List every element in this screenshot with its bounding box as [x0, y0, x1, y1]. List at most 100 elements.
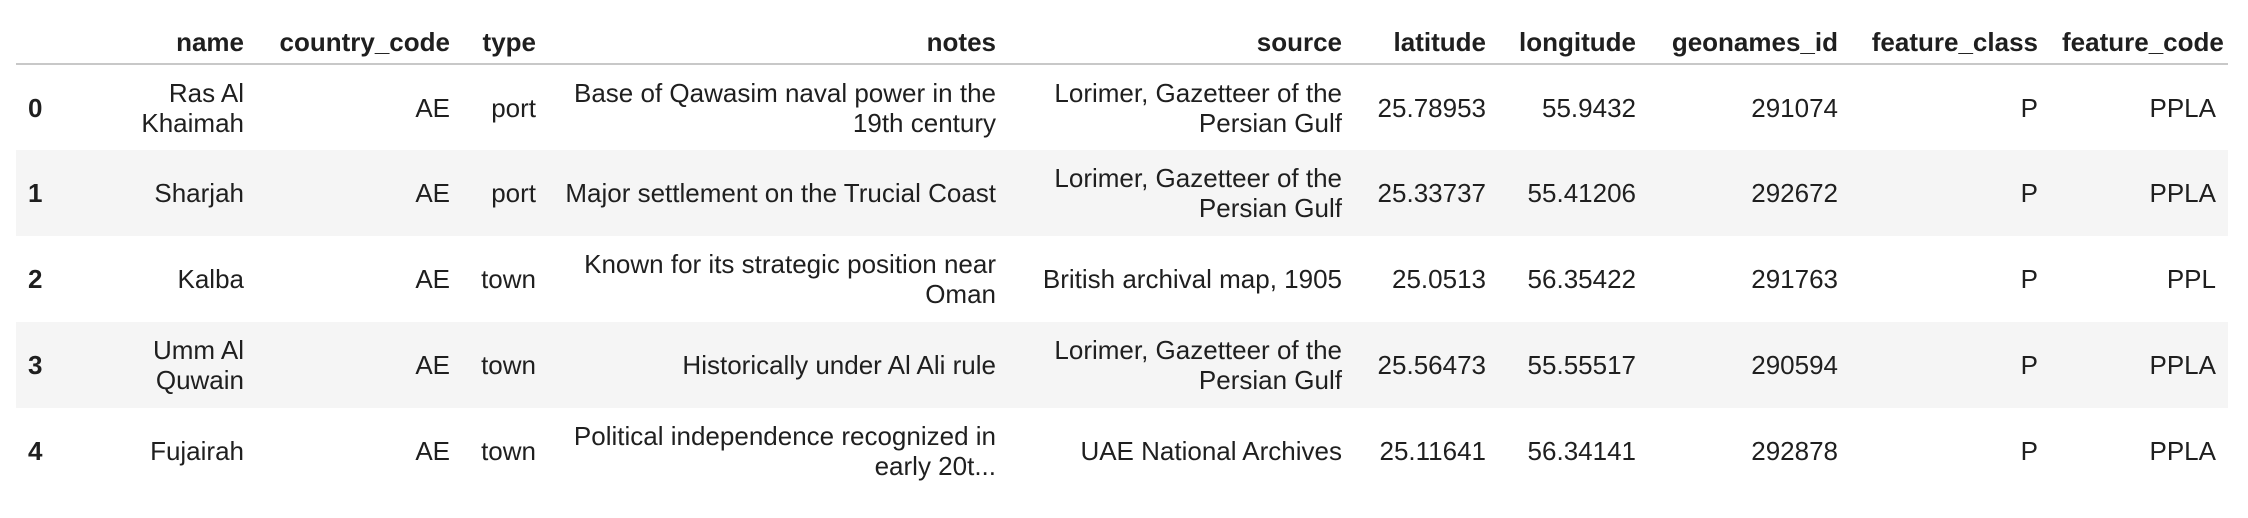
table-row: 1 Sharjah AE port Major settlement on the Tr…	[16, 150, 2228, 236]
row-index: 3	[16, 322, 86, 408]
cell-latitude: 25.0513	[1354, 236, 1498, 322]
cell-text: AE	[415, 92, 450, 123]
column-header-name: name	[86, 0, 256, 65]
cell-latitude: 25.56473	[1354, 322, 1498, 408]
row-index: 0	[16, 64, 86, 150]
cell-text: 292878	[1751, 436, 1838, 466]
cell-text: port	[491, 178, 536, 208]
column-header-feature-code: feature_code	[2050, 0, 2228, 65]
cell-feature-code: PPLA	[2050, 322, 2228, 408]
row-index: 1	[16, 150, 86, 236]
cell-name: Kalba	[86, 236, 256, 322]
cell-notes: Base of Qawasim naval power in the 19th …	[548, 64, 1008, 150]
cell-text: AE	[415, 178, 450, 208]
cell-text: 25.11641	[1379, 436, 1486, 466]
column-header-type: type	[462, 0, 548, 65]
cell-text: 1	[28, 178, 43, 208]
cell-notes: Historically under Al Ali rule	[548, 322, 1008, 408]
cell-text: 4	[28, 436, 43, 466]
table-body: 0 Ras Al Khaimah AE port Base of Qawasim nav…	[16, 64, 2228, 494]
cell-text: port	[491, 92, 536, 123]
cell-text: 55.9432	[1542, 92, 1636, 123]
cell-text: PPL	[2166, 264, 2216, 294]
cell-text: 292672	[1751, 178, 1838, 208]
cell-longitude: 56.34141	[1498, 408, 1648, 494]
cell-type: town	[462, 236, 548, 322]
cell-text: 25.33737	[1377, 178, 1486, 208]
cell-text: Base of Qawasim naval power in the 19th …	[574, 77, 996, 138]
cell-text: Umm Al Quwain	[153, 335, 244, 395]
column-header-source: source	[1008, 0, 1354, 65]
cell-text: 55.41206	[1527, 178, 1636, 208]
cell-text: AE	[415, 436, 450, 466]
table-row: 4 Fujairah AE town Political independence re…	[16, 408, 2228, 494]
cell-source: British archival map, 1905	[1008, 236, 1354, 322]
cell-type: town	[462, 322, 548, 408]
cell-text: Lorimer, Gazetteer of the Persian Gulf	[1054, 335, 1342, 395]
header-row: name country_code type notes source latitude l…	[16, 0, 2228, 65]
cell-text: 55.55517	[1527, 350, 1636, 380]
cell-feature-class: P	[1850, 322, 2050, 408]
cell-feature-class: P	[1850, 408, 2050, 494]
cell-text: Major settlement on the Trucial Coast	[565, 178, 996, 208]
cell-text: AE	[415, 264, 450, 294]
cell-text: P	[2020, 350, 2038, 380]
cell-text: P	[2020, 264, 2038, 294]
cell-geonames-id: 292672	[1648, 150, 1850, 236]
cell-type: town	[462, 408, 548, 494]
cell-country-code: AE	[256, 408, 462, 494]
cell-feature-code: PPLA	[2050, 150, 2228, 236]
cell-text: 25.56473	[1377, 350, 1486, 380]
cell-feature-code: PPL	[2050, 236, 2228, 322]
table-header: name country_code type notes source latitude l…	[16, 0, 2228, 65]
cell-source: Lorimer, Gazetteer of the Persian Gulf	[1008, 150, 1354, 236]
cell-text: 291763	[1751, 264, 1838, 294]
cell-text: 25.0513	[1392, 264, 1486, 294]
cell-text: PPLA	[2149, 92, 2217, 123]
cell-geonames-id: 292878	[1648, 408, 1850, 494]
cell-feature-class: P	[1850, 64, 2050, 150]
cell-text: 290594	[1751, 350, 1838, 380]
cell-name: Sharjah	[86, 150, 256, 236]
cell-longitude: 55.55517	[1498, 322, 1648, 408]
cell-text: 56.34141	[1527, 436, 1636, 466]
cell-feature-class: P	[1850, 150, 2050, 236]
cell-text: Ras Al Khaimah	[141, 77, 244, 138]
cell-text: Sharjah	[154, 178, 244, 208]
cell-country-code: AE	[256, 64, 462, 150]
cell-latitude: 25.33737	[1354, 150, 1498, 236]
cell-longitude: 55.9432	[1498, 64, 1648, 150]
cell-notes: Known for its strategic position near Om…	[548, 236, 1008, 322]
column-header-geonames-id: geonames_id	[1648, 0, 1850, 65]
cell-text: PPLA	[2149, 178, 2217, 208]
cell-notes: Major settlement on the Trucial Coast	[548, 150, 1008, 236]
cell-source: Lorimer, Gazetteer of the Persian Gulf	[1008, 322, 1354, 408]
cell-text: Lorimer, Gazetteer of the Persian Gulf	[1054, 163, 1342, 223]
cell-text: Lorimer, Gazetteer of the Persian Gulf	[1054, 77, 1342, 138]
cell-source: Lorimer, Gazetteer of the Persian Gulf	[1008, 64, 1354, 150]
column-header-latitude: latitude	[1354, 0, 1498, 65]
cell-text: 0	[28, 92, 43, 123]
cell-country-code: AE	[256, 150, 462, 236]
table-row: 0 Ras Al Khaimah AE port Base of Qawasim nav…	[16, 64, 2228, 150]
cell-geonames-id: 291763	[1648, 236, 1850, 322]
cell-text: PPLA	[2149, 436, 2217, 466]
cell-type: port	[462, 150, 548, 236]
cell-text: Kalba	[177, 264, 245, 294]
cell-text: 2	[28, 264, 43, 294]
table-row: 2 Kalba AE town Known for its strategic posi…	[16, 236, 2228, 322]
cell-text: British archival map, 1905	[1042, 264, 1342, 294]
cell-latitude: 25.11641	[1354, 408, 1498, 494]
column-header-longitude: longitude	[1498, 0, 1648, 65]
cell-text: P	[2020, 178, 2038, 208]
cell-notes: Political independence recognized in ear…	[548, 408, 1008, 494]
cell-feature-code: PPLA	[2050, 408, 2228, 494]
cell-latitude: 25.78953	[1354, 64, 1498, 150]
cell-text: 3	[28, 350, 43, 380]
row-index: 2	[16, 236, 86, 322]
column-header-country-code: country_code	[256, 0, 462, 65]
cell-text: AE	[415, 350, 450, 380]
dataframe-table: name country_code type notes source latitude l…	[16, 0, 2228, 494]
cell-geonames-id: 291074	[1648, 64, 1850, 150]
cell-feature-class: P	[1850, 236, 2050, 322]
